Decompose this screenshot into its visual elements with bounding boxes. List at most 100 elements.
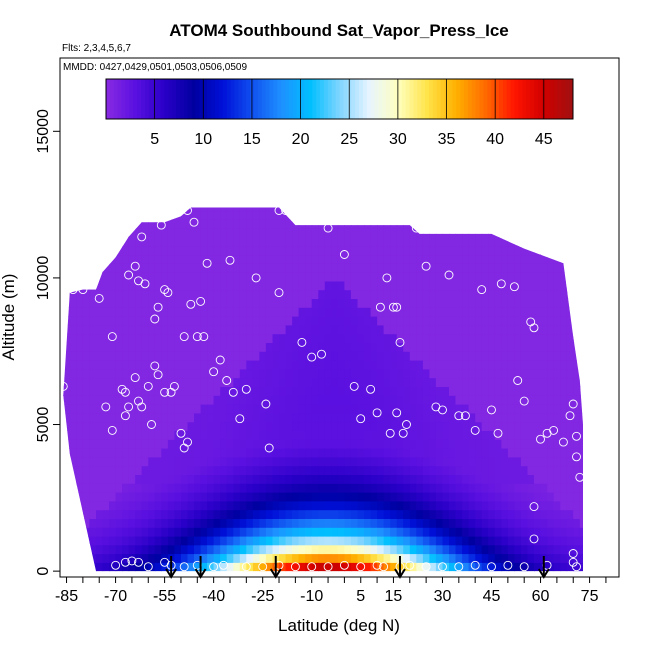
heatmap-cell	[279, 448, 287, 458]
heatmap-cell	[377, 456, 385, 467]
heatmap-cell	[403, 236, 411, 247]
heatmap-cell	[573, 500, 581, 511]
heatmap-cell	[89, 509, 97, 519]
heatmap-cell	[350, 518, 358, 528]
heatmap-cell	[239, 342, 247, 352]
heatmap-cell	[272, 456, 280, 467]
heatmap-cell	[324, 421, 332, 431]
heatmap-cell	[102, 448, 110, 458]
heatmap-cell	[331, 272, 339, 282]
heatmap-cell	[200, 210, 208, 220]
heatmap-cell	[265, 535, 273, 546]
heatmap-cell	[468, 377, 476, 387]
heatmap-cell	[553, 377, 561, 387]
heatmap-cell	[226, 439, 234, 449]
heatmap-cell	[409, 298, 417, 308]
heatmap-cell	[416, 439, 424, 449]
heatmap-cell	[586, 474, 593, 483]
heatmap-cell	[416, 395, 424, 405]
heatmap-cell	[475, 207, 483, 212]
heatmap-cell	[560, 500, 568, 511]
heatmap-cell	[213, 553, 221, 563]
heatmap-cell	[207, 500, 215, 511]
heatmap-cell	[174, 324, 182, 335]
heatmap-cell	[481, 351, 489, 361]
heatmap-cell	[324, 298, 332, 308]
heatmap-cell	[239, 509, 247, 519]
heatmap-cell	[383, 553, 391, 563]
heatmap-cell	[69, 421, 77, 431]
heatmap-cell	[318, 421, 326, 431]
heatmap-cell	[246, 298, 254, 308]
heatmap-cell	[514, 207, 522, 212]
heatmap-cell	[76, 509, 84, 519]
sample-point	[372, 408, 382, 418]
heatmap-cell	[422, 535, 430, 546]
heatmap-cell	[396, 412, 404, 423]
heatmap-cell	[455, 386, 463, 396]
heatmap-cell	[135, 412, 143, 423]
heatmap-cell	[547, 395, 555, 405]
heatmap-cell	[122, 207, 130, 212]
heatmap-cell	[547, 448, 555, 458]
heatmap-cell	[501, 448, 509, 458]
heatmap-cell	[488, 527, 496, 537]
heatmap-cell	[122, 395, 130, 405]
heatmap-cell	[560, 351, 568, 361]
colorbar-swatch	[109, 79, 115, 119]
heatmap-cell	[82, 207, 90, 212]
heatmap-cell	[63, 342, 71, 352]
sample-point	[241, 384, 251, 394]
heatmap-cell	[468, 219, 476, 229]
colorbar-swatch	[358, 79, 364, 119]
heatmap-cell	[311, 535, 319, 546]
heatmap-cell	[76, 254, 84, 264]
heatmap-cell	[494, 465, 502, 475]
heatmap-cell	[220, 430, 228, 440]
heatmap-cell	[279, 280, 287, 291]
heatmap-cell	[285, 236, 293, 247]
heatmap-cell	[488, 544, 496, 555]
heatmap-cell	[350, 236, 358, 247]
heatmap-cell	[272, 474, 280, 484]
heatmap-cell	[167, 509, 175, 519]
heatmap-cell	[396, 465, 404, 475]
heatmap-cell	[403, 509, 411, 519]
heatmap-cell	[383, 272, 391, 282]
heatmap-cell	[396, 360, 404, 370]
heatmap-cell	[207, 535, 215, 546]
heatmap-cell	[76, 289, 84, 299]
heatmap-cell	[252, 316, 260, 326]
sample-point	[375, 302, 385, 312]
heatmap-cell	[174, 562, 182, 572]
heatmap-cell	[396, 492, 404, 502]
heatmap-cell	[455, 509, 463, 519]
heatmap-cell	[507, 421, 515, 431]
heatmap-cell	[69, 236, 77, 247]
heatmap-cell	[200, 207, 208, 212]
heatmap-cell	[468, 207, 476, 212]
heatmap-cell	[167, 448, 175, 458]
heatmap-cell	[311, 404, 319, 414]
heatmap-cell	[409, 254, 417, 264]
heatmap-cell	[416, 535, 424, 546]
heatmap-cell	[220, 360, 228, 370]
heatmap-cell	[252, 500, 260, 511]
heatmap-cell	[566, 219, 574, 229]
colorbar-swatch	[382, 79, 387, 119]
heatmap-cell	[435, 562, 443, 572]
heatmap-cell	[187, 289, 195, 299]
heatmap-cell	[69, 544, 77, 555]
heatmap-cell	[305, 228, 313, 238]
heatmap-cell	[148, 553, 156, 563]
heatmap-cell	[449, 228, 457, 238]
heatmap-cell	[272, 280, 280, 291]
heatmap-cell	[141, 289, 149, 299]
heatmap-cell	[553, 395, 561, 405]
heatmap-cell	[370, 360, 378, 370]
heatmap-cell	[292, 544, 300, 555]
heatmap-cell	[357, 421, 365, 431]
heatmap-cell	[311, 219, 319, 229]
heatmap-cell	[540, 272, 548, 282]
